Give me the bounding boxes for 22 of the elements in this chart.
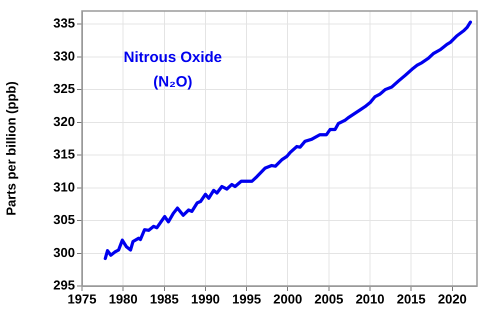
y-tick-label: 320 [53, 114, 75, 129]
x-tick-label: 2015 [396, 291, 426, 306]
x-tick-label: 2010 [356, 291, 384, 306]
y-tick-label: 295 [53, 278, 75, 293]
y-axis-title: Parts per billion (ppb) [3, 81, 18, 216]
y-tick-label: 310 [53, 179, 75, 194]
y-tick-label: 315 [53, 146, 75, 162]
x-tick-label: 2020 [438, 291, 467, 306]
x-tick-label: 1995 [232, 291, 262, 306]
x-tick-label: 1985 [150, 291, 179, 306]
x-tick-label: 1975 [68, 291, 96, 306]
y-tick-label: 305 [53, 212, 75, 228]
y-tick-label: 335 [53, 16, 75, 31]
x-tick-label: 1980 [108, 291, 138, 306]
text: Nitrous Oxide [124, 48, 222, 66]
x-tick-label: 1990 [190, 291, 220, 306]
text: (N₂O) [153, 74, 192, 91]
y-tick-label: 300 [53, 244, 75, 260]
x-tick-label: 2005 [314, 291, 344, 306]
x-tick-label: 2000 [273, 291, 302, 306]
y-tick-label: 330 [53, 48, 75, 64]
y-tick-label: 325 [53, 81, 75, 96]
